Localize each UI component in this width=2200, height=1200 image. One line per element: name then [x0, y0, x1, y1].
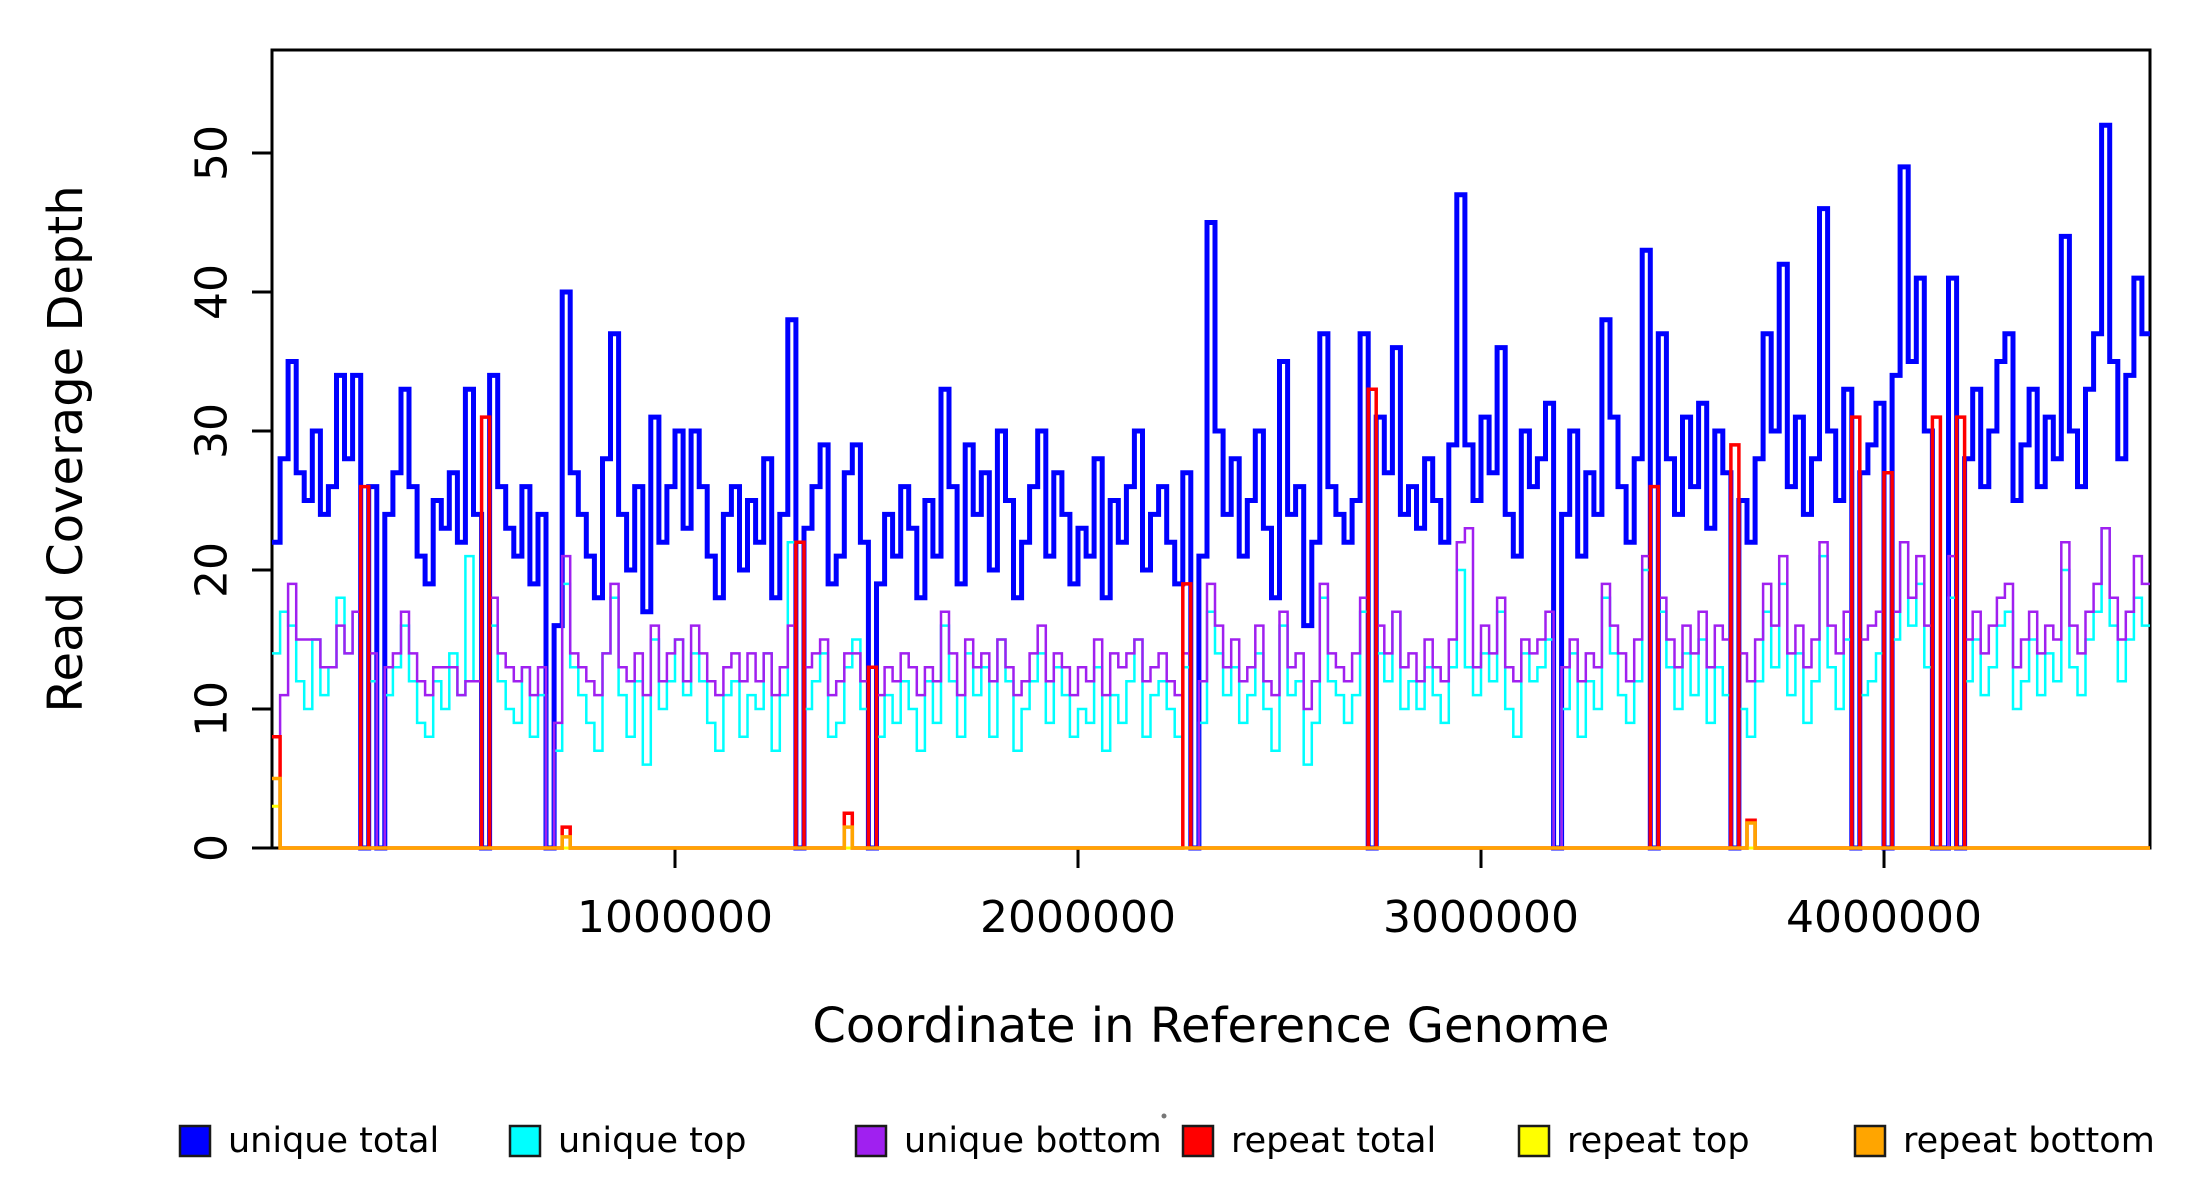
legend-label: unique total — [228, 1121, 439, 1161]
y-tick-label: 50 — [187, 125, 238, 181]
legend-swatch — [1181, 1124, 1215, 1158]
legend-label: repeat bottom — [1903, 1121, 2155, 1161]
legend-swatch — [508, 1124, 542, 1158]
legend-item-repeat-total: repeat total — [1181, 1121, 1436, 1161]
legend-swatch — [1517, 1124, 1551, 1158]
plot-generated-content: 0 10 20 30 40 50 1000000 2000000 3000000 4000000 u… — [178, 48, 2155, 1161]
legend-item-unique-total: unique total — [178, 1121, 439, 1161]
stray-mark — [1161, 1113, 1167, 1119]
series-repeat-bottom — [272, 776, 2150, 850]
y-tick-label: 30 — [187, 403, 238, 459]
y-tick-label: 0 — [187, 834, 238, 862]
x-axis-ticks: 1000000 2000000 3000000 4000000 — [577, 848, 1982, 943]
legend: unique total unique top unique bottom repea… — [178, 1121, 2155, 1161]
x-tick-label: 4000000 — [1786, 892, 1982, 943]
legend-item-repeat-bottom: repeat bottom — [1853, 1121, 2155, 1161]
legend-label: unique bottom — [904, 1121, 1162, 1161]
x-tick-label: 3000000 — [1383, 892, 1579, 943]
series-unique-bottom — [272, 527, 2150, 850]
legend-item-unique-top: unique top — [508, 1121, 747, 1161]
x-tick-label: 1000000 — [577, 892, 773, 943]
legend-label: repeat total — [1231, 1121, 1436, 1161]
series-unique-total — [272, 122, 2150, 851]
y-tick-label: 20 — [187, 542, 238, 598]
legend-item-repeat-top: repeat top — [1517, 1121, 1750, 1161]
legend-label: unique top — [558, 1121, 747, 1161]
legend-swatch — [178, 1124, 212, 1158]
legend-swatch — [1853, 1124, 1887, 1158]
y-axis-ticks: 0 10 20 30 40 50 — [187, 125, 272, 862]
legend-label: repeat top — [1567, 1121, 1750, 1161]
y-tick-label: 10 — [187, 681, 238, 737]
x-tick-label: 2000000 — [980, 892, 1176, 943]
x-axis-title: Coordinate in Reference Genome — [812, 998, 1609, 1054]
legend-item-unique-bottom: unique bottom — [854, 1121, 1162, 1161]
legend-swatch — [854, 1124, 888, 1158]
y-tick-label: 40 — [187, 264, 238, 320]
y-axis-title: Read Coverage Depth — [38, 185, 94, 712]
